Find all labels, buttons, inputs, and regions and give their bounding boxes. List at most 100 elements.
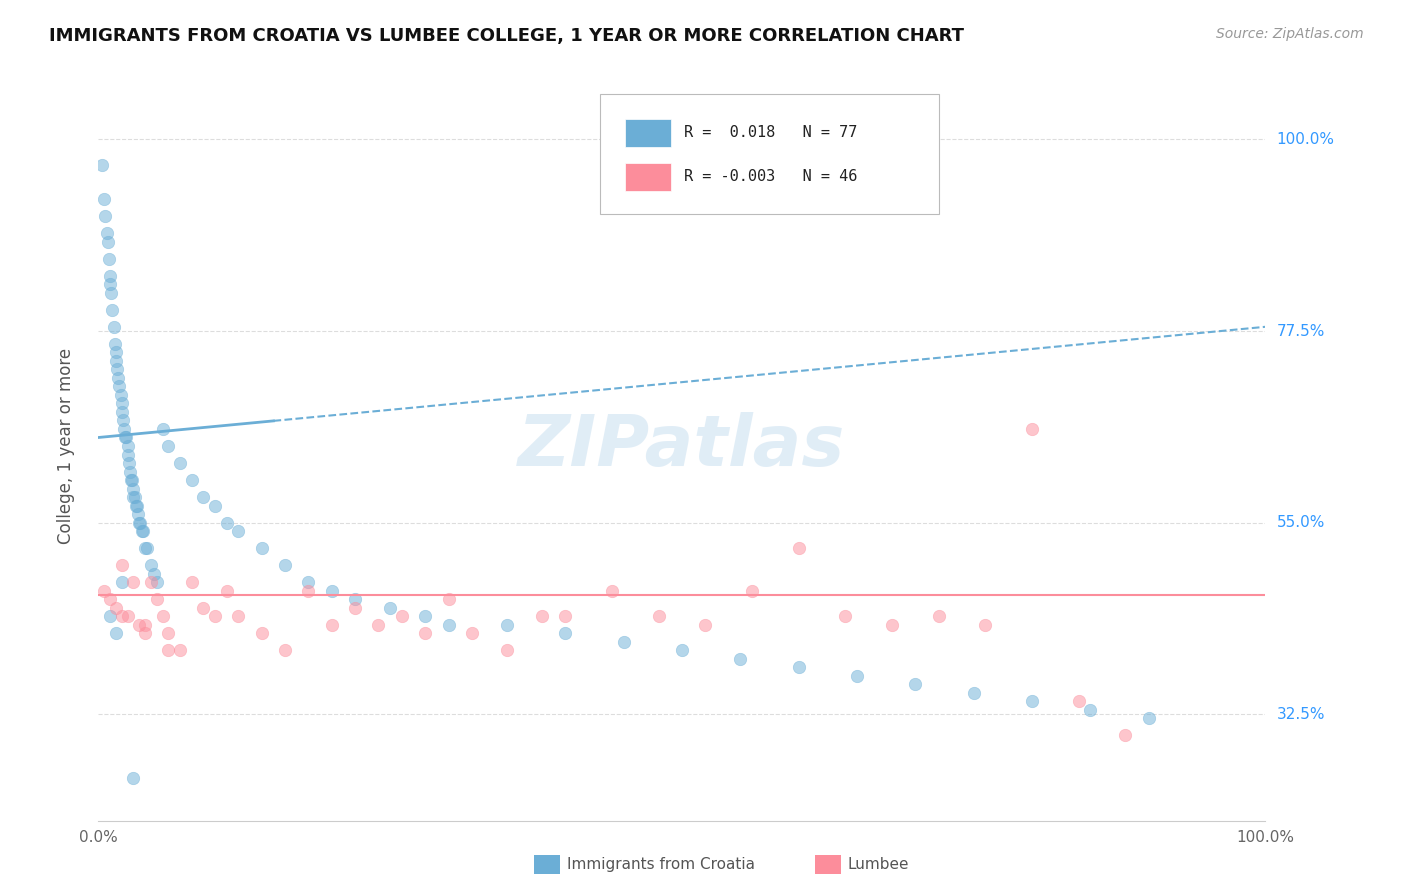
Point bbox=[496, 617, 519, 632]
Point bbox=[554, 626, 576, 640]
Point bbox=[647, 609, 669, 624]
Point bbox=[1114, 729, 1136, 743]
Point bbox=[98, 277, 121, 292]
Point bbox=[250, 541, 273, 556]
Point bbox=[118, 465, 141, 479]
Text: 77.5%: 77.5% bbox=[1277, 324, 1324, 339]
Point bbox=[104, 626, 127, 640]
Point bbox=[117, 448, 139, 462]
Point bbox=[122, 490, 145, 504]
Point bbox=[134, 626, 156, 640]
Point bbox=[367, 617, 389, 632]
Point bbox=[228, 609, 250, 624]
Point bbox=[600, 583, 623, 598]
Point bbox=[880, 617, 903, 632]
Point bbox=[124, 490, 146, 504]
Point bbox=[787, 541, 810, 556]
Point bbox=[97, 235, 120, 249]
Point bbox=[1137, 711, 1160, 725]
Point bbox=[98, 609, 121, 624]
Text: Source: ZipAtlas.com: Source: ZipAtlas.com bbox=[1216, 27, 1364, 41]
Point bbox=[321, 617, 343, 632]
Point bbox=[612, 635, 634, 649]
Point bbox=[204, 499, 226, 513]
Point bbox=[134, 617, 156, 632]
Point bbox=[904, 677, 927, 691]
Point bbox=[321, 583, 343, 598]
Point bbox=[143, 566, 166, 581]
Point bbox=[90, 158, 112, 172]
FancyBboxPatch shape bbox=[624, 119, 672, 147]
Point bbox=[344, 592, 367, 607]
Point bbox=[114, 430, 136, 444]
Point bbox=[111, 413, 134, 427]
Point bbox=[96, 226, 118, 240]
Point bbox=[112, 422, 135, 436]
Point bbox=[974, 617, 997, 632]
Text: 55.0%: 55.0% bbox=[1277, 516, 1324, 530]
Point bbox=[117, 439, 139, 453]
Point bbox=[121, 473, 143, 487]
Point bbox=[115, 430, 138, 444]
Point bbox=[180, 575, 202, 590]
Point bbox=[741, 583, 763, 598]
Point bbox=[100, 285, 122, 300]
Point bbox=[695, 617, 717, 632]
Point bbox=[962, 686, 984, 700]
Y-axis label: College, 1 year or more: College, 1 year or more bbox=[56, 348, 75, 544]
Point bbox=[131, 524, 153, 538]
Point bbox=[105, 362, 128, 376]
Point bbox=[146, 592, 169, 607]
Point bbox=[134, 541, 156, 556]
Point bbox=[1080, 703, 1102, 717]
Point bbox=[215, 516, 238, 530]
Point bbox=[104, 336, 127, 351]
Point bbox=[250, 626, 273, 640]
Point bbox=[139, 558, 162, 573]
Point bbox=[413, 609, 436, 624]
Point bbox=[215, 583, 238, 598]
Point bbox=[274, 643, 297, 657]
Point bbox=[169, 456, 191, 470]
Point bbox=[730, 652, 752, 666]
Point bbox=[129, 516, 152, 530]
Point bbox=[111, 558, 134, 573]
Point bbox=[1067, 694, 1090, 708]
Point bbox=[180, 473, 202, 487]
Point bbox=[344, 600, 367, 615]
Point bbox=[380, 600, 402, 615]
Text: Lumbee: Lumbee bbox=[848, 857, 910, 871]
Point bbox=[111, 575, 134, 590]
Point bbox=[554, 609, 576, 624]
Point bbox=[120, 473, 142, 487]
Point bbox=[157, 439, 180, 453]
Point bbox=[107, 371, 129, 385]
Point bbox=[530, 609, 553, 624]
Point bbox=[104, 345, 127, 359]
Point bbox=[152, 422, 174, 436]
Text: R = -0.003   N = 46: R = -0.003 N = 46 bbox=[685, 169, 858, 185]
Point bbox=[118, 456, 141, 470]
Point bbox=[152, 609, 174, 624]
Point bbox=[128, 617, 150, 632]
Text: IMMIGRANTS FROM CROATIA VS LUMBEE COLLEGE, 1 YEAR OR MORE CORRELATION CHART: IMMIGRANTS FROM CROATIA VS LUMBEE COLLEG… bbox=[49, 27, 965, 45]
Point bbox=[111, 609, 134, 624]
Point bbox=[461, 626, 484, 640]
Point bbox=[98, 592, 121, 607]
Point bbox=[93, 583, 115, 598]
Point bbox=[132, 524, 155, 538]
Point bbox=[136, 541, 159, 556]
Point bbox=[122, 575, 145, 590]
Point bbox=[98, 268, 121, 283]
Point bbox=[671, 643, 693, 657]
Point bbox=[97, 252, 120, 266]
Point bbox=[127, 507, 149, 521]
Point bbox=[297, 575, 319, 590]
Point bbox=[122, 771, 145, 785]
Point bbox=[496, 643, 519, 657]
Point bbox=[391, 609, 413, 624]
Point bbox=[413, 626, 436, 640]
Text: 100.0%: 100.0% bbox=[1277, 132, 1334, 147]
FancyBboxPatch shape bbox=[624, 162, 672, 191]
Point bbox=[1021, 422, 1043, 436]
